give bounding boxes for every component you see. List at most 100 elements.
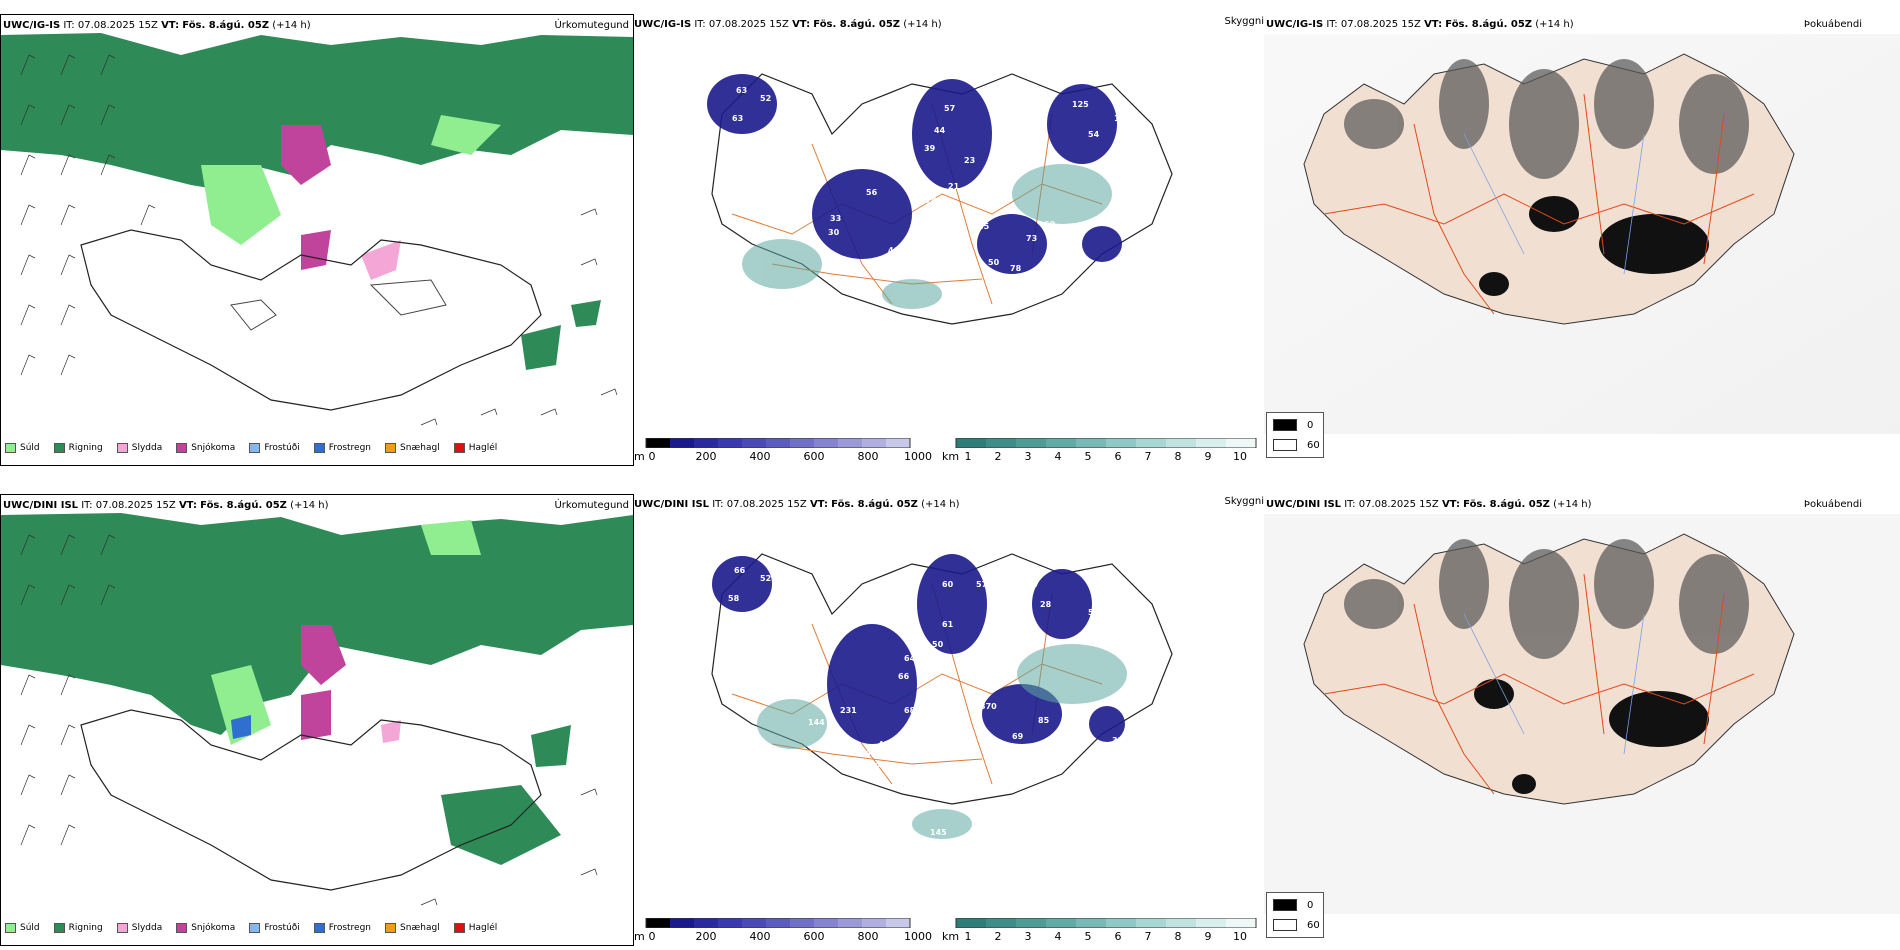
panel-header: UWC/IG-IS IT: 07.08.2025 15Z VT: Fös. 8.… [1266, 19, 1574, 30]
cb-label: 68 [904, 706, 916, 715]
colorbar-meters [645, 438, 911, 448]
cb-label: 69 [960, 194, 972, 203]
fog-panel-bottom: UWC/DINI ISL IT: 07.08.2025 15Z VT: Fös.… [1264, 494, 1900, 944]
cb-label: 54 [1088, 130, 1100, 139]
cb-label: 44 [854, 760, 866, 769]
precip-type-panel-bottom: UWC/DINI ISL IT: 07.08.2025 15Z VT: Fös.… [0, 494, 634, 946]
precip-legend: Súld Rigning Slydda Snjókoma Frostúði Fr… [5, 923, 497, 933]
cb-label: 40 [786, 190, 798, 199]
cb-label: 70 [928, 720, 940, 729]
cb-label: 57 [976, 580, 988, 589]
cb-label: 68 [782, 594, 794, 603]
legend-item: Rigning [53, 923, 103, 933]
cb-label: 91 [950, 210, 962, 219]
cb-label: 43 [878, 740, 890, 749]
cb-label: 62 [938, 242, 950, 251]
cb-label: 23 [964, 156, 976, 165]
cb-label: 174 [920, 196, 937, 205]
cb-label: 41 [802, 286, 814, 295]
fog-panel-top: UWC/IG-IS IT: 07.08.2025 15Z VT: Fös. 8.… [1264, 14, 1900, 464]
legend-item: Snjókoma [176, 443, 235, 453]
cb-label: 43 [994, 164, 1006, 173]
cb-label: 77 [962, 670, 974, 679]
cb-label: 30 [828, 228, 840, 237]
cb-label: 77 [772, 144, 784, 153]
fog-title: Þokuábendi [1803, 499, 1862, 510]
legend-swatch [385, 443, 397, 453]
fog-title: Þokuábendi [1803, 19, 1862, 30]
cb-label: 63 [732, 114, 744, 123]
cb-label: 135 [920, 212, 937, 221]
fog-swatch-black [1273, 899, 1297, 911]
cb-label: 76 [1056, 264, 1068, 273]
fog-swatch-white [1273, 919, 1297, 931]
colorbar-meters-ticks: m 0 200 400 600 800 1000 [634, 450, 932, 463]
cb-label: 39 [924, 144, 936, 153]
cb-label: 78 [1010, 264, 1022, 273]
cb-label: 37 [1114, 264, 1126, 273]
cb-label: 128 [714, 658, 731, 667]
precip-type-panel-top: UWC/IG-IS IT: 07.08.2025 15Z VT: Fös. 8.… [0, 14, 634, 466]
cb-label: 41 [1004, 750, 1016, 759]
cb-label: 231 [840, 706, 857, 715]
cb-label: 63 [988, 106, 1000, 115]
legend-item: Súld [5, 923, 40, 933]
precip-map-top [1, 33, 633, 426]
cb-label: 113 [1100, 636, 1117, 645]
precip-map-bottom [1, 513, 633, 906]
cb-label: 44 [934, 126, 946, 135]
panel-header: UWC/DINI ISL IT: 07.08.2025 15Z VT: Fös.… [3, 500, 329, 511]
cb-label: 65 [890, 144, 902, 153]
legend-swatch [313, 443, 325, 453]
cb-label: 37 [874, 266, 886, 275]
cb-label: 85 [1038, 716, 1050, 725]
cb-label: 81 [1060, 738, 1072, 747]
cb-label: 64 [904, 654, 916, 663]
cb-label: 61 [998, 126, 1010, 135]
cb-label: 60 [1044, 220, 1056, 229]
cb-label: 138 [1000, 282, 1017, 291]
cb-label: 61 [846, 310, 858, 319]
cb-label: 104 [1114, 114, 1131, 123]
cb-label: 45 [812, 312, 824, 321]
precip-legend: Súld Rigning Slydda Snjókoma Frostúði Fr… [5, 443, 497, 453]
cb-label: 69 [1012, 732, 1024, 741]
cloud-base-title: Skyggni [1224, 496, 1264, 507]
legend-item: Rigning [53, 443, 103, 453]
fog-map-bottom [1264, 514, 1900, 914]
cb-label: 52 [760, 574, 772, 583]
fog-legend: 0 60 [1266, 892, 1324, 938]
cb-label: 56 [866, 188, 878, 197]
cb-label: 57 [1028, 580, 1040, 589]
panel-header: UWC/DINI ISL IT: 07.08.2025 15Z VT: Fös.… [1266, 499, 1592, 510]
fog-map-top [1264, 34, 1900, 434]
cloud-base-panel-bottom: UWC/DINI ISL IT: 07.08.2025 15Z VT: Fös.… [632, 494, 1264, 944]
cb-label: 95 [908, 180, 920, 189]
legend-item: Súld [5, 443, 40, 453]
legend-swatch [116, 923, 128, 933]
cb-label: 28 [1040, 600, 1052, 609]
cb-label: 60 [942, 580, 954, 589]
cb-label: 58 [728, 594, 740, 603]
colorbar-meters-ticks: m 0 200 400 600 800 1000 [634, 930, 932, 943]
cb-label: 57 [1088, 608, 1100, 617]
cb-label: 144 [808, 718, 825, 727]
panel-header: UWC/IG-IS IT: 07.08.2025 15Z VT: Fös. 8.… [3, 20, 311, 31]
legend-swatch [116, 443, 128, 453]
legend-swatch [5, 443, 16, 453]
legend-item: Haglél [453, 923, 497, 933]
cb-label: 50 [988, 258, 1000, 267]
legend-item: Slydda [116, 923, 162, 933]
legend-item: Frostúði [249, 443, 300, 453]
cb-label: 53 [894, 618, 906, 627]
cb-label: 56 [954, 654, 966, 663]
cb-label: 67 [1030, 130, 1042, 139]
legend-swatch [249, 443, 261, 453]
legend-swatch [5, 923, 16, 933]
colorbar-km [955, 918, 1257, 928]
cb-label: 37 [870, 762, 882, 771]
cb-label: 21 [948, 182, 960, 191]
legend-swatch [453, 923, 465, 933]
fog-swatch-black [1273, 419, 1297, 431]
cloud-base-map-top [707, 73, 1173, 325]
